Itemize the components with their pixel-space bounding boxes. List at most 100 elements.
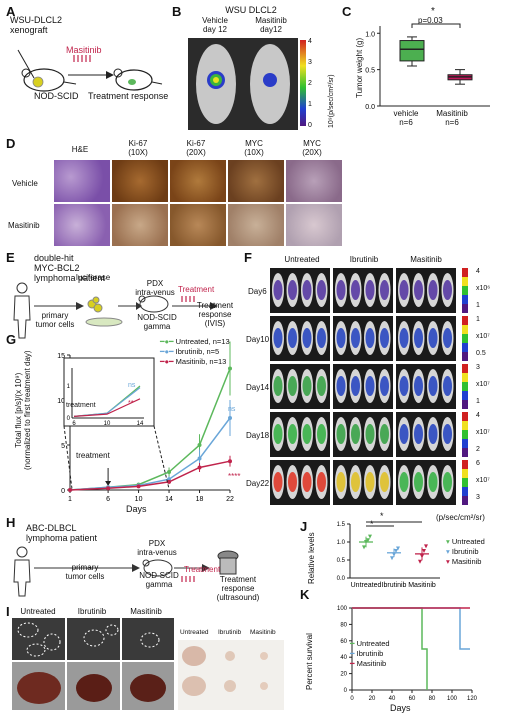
j-ylabel: Relative levels	[307, 532, 316, 584]
tumor-weight-boxplot: 0.0 0.5 1.0	[365, 23, 490, 111]
ivis-signal	[336, 280, 346, 300]
j-point	[424, 544, 428, 549]
ivis-signal	[351, 328, 360, 348]
c-sig-bracket	[411, 23, 461, 28]
histology-he-vehicle	[54, 160, 110, 202]
f-scale-segment	[462, 400, 468, 409]
g-xtick-label: 6	[106, 496, 110, 503]
g-ylabel: Total flux [p/s]/(x 10⁹) (normalized to …	[14, 350, 33, 470]
f-scale-segment	[462, 373, 468, 382]
g-inset-treatment-label: treatment	[66, 402, 96, 409]
ivis-signal	[273, 376, 283, 396]
g-point	[167, 470, 172, 474]
g-inset-frame	[63, 357, 155, 427]
f-scale1-bot: 1	[476, 302, 480, 309]
panel-label-h: H	[6, 515, 16, 530]
g-ytick-label: 0	[61, 488, 65, 495]
j-ytick-label: 0.0	[337, 576, 346, 582]
tumor-photos	[178, 640, 284, 710]
h-mouse-label: NOD-SCID gamma	[139, 571, 179, 589]
panel-label-d: D	[6, 136, 16, 151]
ivis-signal	[302, 328, 312, 348]
i-col-masitinib: Masitinib	[130, 607, 162, 616]
ivis-signal	[351, 376, 360, 396]
relative-levels-scatter: 0.0 0.5 1.0 1.5 Untreated Ibrutinib Masitinib	[337, 521, 440, 589]
e-luciferase-label: luciferase	[76, 273, 111, 282]
ivis-signal	[288, 280, 297, 300]
histology-myc-10x-vehicle	[228, 160, 284, 202]
histology-ki67-20x-vehicle	[170, 160, 226, 202]
b-tick-3: 3	[308, 59, 312, 66]
i-col-untreated: Untreated	[20, 607, 56, 616]
panel-label-b: B	[172, 4, 182, 19]
e-mouse-label: NOD-SCID gamma	[137, 313, 177, 331]
g-point	[167, 479, 172, 484]
f-color-scales	[462, 268, 468, 505]
f-scale2-bot: 0.5	[476, 350, 486, 357]
ivis-signal	[317, 280, 326, 300]
d-col-ki67-10x: Ki-67 (10X)	[128, 139, 148, 157]
histology-ki67-10x-masitinib	[112, 204, 168, 246]
k-ytick-label: 20	[340, 672, 347, 678]
f-row-day18: Day18	[246, 431, 270, 440]
j-point	[362, 545, 366, 550]
e-treatment-label: Treatment	[178, 285, 215, 294]
b-tick-0: 0	[308, 122, 312, 129]
ivis-signal	[365, 376, 375, 396]
ivis-signal	[443, 328, 452, 348]
f-scale-segment	[462, 391, 468, 400]
panel-label-k: K	[300, 587, 310, 602]
h-pdx-label: PDX intra-venus	[137, 539, 177, 557]
panel-label-e: E	[6, 250, 15, 265]
ivis-signal	[273, 328, 283, 348]
mouse-strain-label: NOD-SCID	[34, 91, 79, 101]
f-scale-segment	[462, 487, 468, 496]
ivis-signal	[317, 328, 326, 348]
g-point	[136, 484, 141, 489]
f-scale-segment	[462, 460, 468, 469]
f-scale5-mid: x10⁷	[476, 477, 490, 484]
c-ylabel: Tumor weight (g)	[355, 37, 364, 98]
g-ytick-label: 10	[57, 398, 65, 405]
ivis-signal	[336, 376, 346, 396]
d-col-myc-10x: MYC (10X)	[244, 139, 264, 157]
f-scale-segment	[462, 469, 468, 478]
f-unit: (p/sec/cm²/sr)	[436, 513, 485, 522]
h-outcome-label: Treatment response (ultrasound)	[216, 575, 260, 602]
g-ns-inset: ns	[128, 382, 136, 389]
k-legend-ibrutinib: Ibrutinib	[356, 649, 384, 658]
g-xlabel: Days	[126, 504, 147, 514]
ivis-signal	[428, 280, 438, 300]
ivis-signal	[317, 472, 326, 492]
k-xtick-label: 60	[409, 696, 416, 702]
g-treatment-arrowhead	[105, 481, 112, 486]
c-box	[399, 40, 425, 62]
d-col-he: H&E	[71, 145, 89, 154]
k-legend-masitinib: Masitinib	[356, 659, 387, 668]
g-xtick-label: 14	[165, 496, 173, 503]
g-xtick-label: 10	[135, 496, 143, 503]
f-scale-segment	[462, 448, 468, 457]
g-legend-ibrutinib: Ibrutinib, n=5	[175, 347, 220, 356]
g-point	[197, 443, 202, 447]
g-xtick-label: 22	[226, 496, 234, 503]
g-inset-connector	[153, 425, 170, 490]
c-ytick-label: 1.0	[365, 31, 375, 38]
f-scale4-mid: x10⁷	[476, 429, 490, 436]
f-scale-segment	[462, 352, 468, 361]
d-col-ki67-20x: Ki-67 (20X)	[186, 139, 206, 157]
g-xtick-label: 1	[68, 496, 72, 503]
i-col-ibrutinib: Ibrutinib	[77, 607, 107, 616]
panel-label-c: C	[342, 4, 352, 19]
k-ylabel: Percent survival	[305, 633, 314, 690]
xenograft-label: WSU-DLCL2 xenograft	[10, 15, 63, 35]
f-scale5-top: 6	[476, 460, 480, 467]
f-scale-segment	[462, 496, 468, 505]
h-treatment-label: Treatment	[184, 565, 221, 574]
g-inset-xtick-label: 14	[137, 421, 144, 427]
g-ytick-label: 5	[61, 443, 65, 450]
ivis-signal	[302, 472, 312, 492]
ivis-signal	[399, 376, 409, 396]
ivis-signal	[302, 376, 312, 396]
f-row-day10: Day10	[246, 335, 270, 344]
